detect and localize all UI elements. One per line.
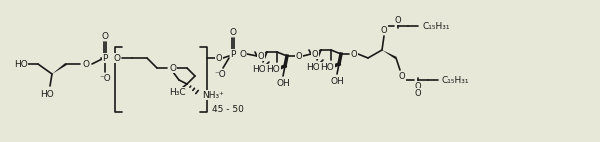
Text: O: O <box>101 32 109 40</box>
Text: O: O <box>230 28 236 36</box>
Text: O: O <box>395 15 401 25</box>
Text: O: O <box>239 50 247 59</box>
Text: ⁻O: ⁻O <box>214 69 226 79</box>
Polygon shape <box>52 63 67 74</box>
Text: C₁₅H₃₁: C₁₅H₃₁ <box>441 76 469 84</box>
Text: OH: OH <box>276 79 290 87</box>
Text: H₃C: H₃C <box>169 87 185 97</box>
Text: HO: HO <box>40 89 54 99</box>
Text: O: O <box>415 82 421 90</box>
Text: P: P <box>103 54 107 62</box>
Text: HO: HO <box>266 64 280 74</box>
Text: O: O <box>113 54 121 62</box>
Text: O: O <box>215 54 223 62</box>
Text: OH: OH <box>330 77 344 85</box>
Text: O: O <box>170 63 176 73</box>
Text: P: P <box>230 50 236 59</box>
Text: O: O <box>257 52 265 60</box>
Text: ⁻O: ⁻O <box>99 74 111 83</box>
Text: NH₃⁺: NH₃⁺ <box>202 90 224 100</box>
Text: 45 - 50: 45 - 50 <box>212 106 244 114</box>
Text: O: O <box>350 50 358 59</box>
Text: O: O <box>380 26 388 35</box>
Text: HO: HO <box>306 62 320 72</box>
Text: O: O <box>83 59 89 68</box>
Text: O: O <box>415 88 421 98</box>
Text: HO: HO <box>320 62 334 72</box>
Text: HO: HO <box>14 59 28 68</box>
Text: HO: HO <box>252 64 266 74</box>
Text: O: O <box>311 50 319 59</box>
Text: C₁₅H₃₁: C₁₅H₃₁ <box>422 21 449 31</box>
Text: O: O <box>296 52 302 60</box>
Text: O: O <box>398 72 406 81</box>
Polygon shape <box>382 50 397 59</box>
